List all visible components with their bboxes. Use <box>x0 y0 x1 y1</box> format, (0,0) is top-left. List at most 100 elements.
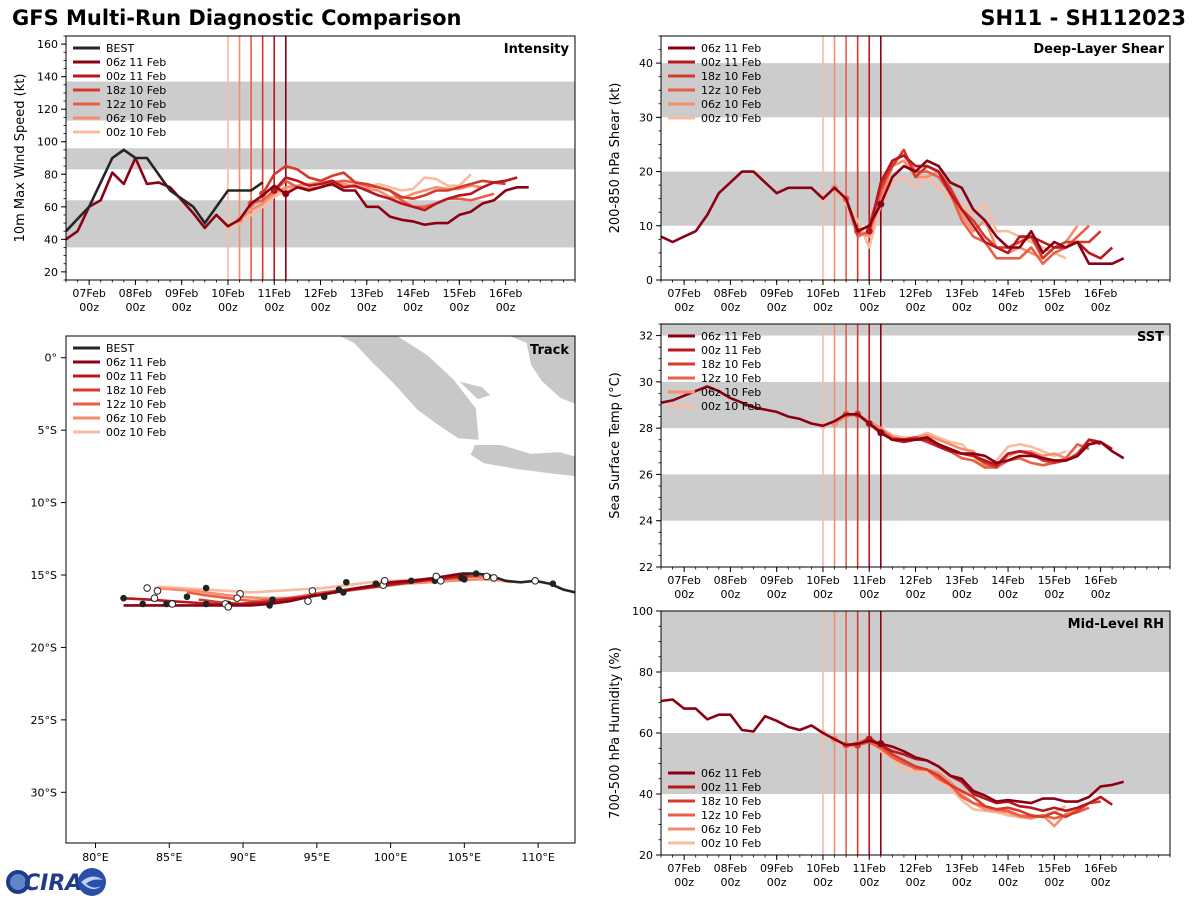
intensity-line-06z-11-Feb <box>66 156 529 241</box>
intensity-init-point <box>282 190 290 198</box>
rh-legend-label: 18z 10 Feb <box>701 795 761 808</box>
rh-band-1 <box>661 611 1170 672</box>
shear-xtick-label: 00z <box>859 301 879 314</box>
shear-line-06z-11-Feb <box>661 159 1125 266</box>
track-line-06z-11-Feb <box>123 572 462 607</box>
track-marker-filled <box>461 576 468 583</box>
intensity-ytick-label: 60 <box>44 201 58 214</box>
rh-ylabel: 700-500 hPa Humidity (%) <box>608 647 623 819</box>
rh-xtick-label: 00z <box>998 876 1018 889</box>
intensity-line-18z-10-Feb <box>261 164 506 200</box>
track-xtick-label: 90°E <box>230 851 256 864</box>
intensity-panel-title: Intensity <box>504 42 570 57</box>
track-legend-label: BEST <box>106 342 134 355</box>
shear-ytick-label: 30 <box>639 111 653 124</box>
sst-xtick-label: 11Feb <box>852 574 885 587</box>
track-marker-filled <box>202 600 210 608</box>
track-marker-open <box>224 603 233 611</box>
cira-logo: CIRA <box>6 868 106 896</box>
rh-xtick-label: 00z <box>674 876 694 889</box>
intensity-xtick-label: 00z <box>311 301 331 314</box>
rh-ytick-label: 20 <box>639 849 653 862</box>
shear-xtick-label: 00z <box>721 301 741 314</box>
rh-xtick-label: 00z <box>721 876 741 889</box>
intensity-series <box>66 148 529 241</box>
rh-xtick-label: 08Feb <box>714 862 747 875</box>
shear-series <box>661 148 1125 266</box>
rh-series <box>661 698 1125 828</box>
track-land-mass <box>338 336 480 441</box>
track-marker-filled <box>549 580 557 588</box>
intensity-xtick-label: 00z <box>126 301 146 314</box>
shear-band-1 <box>661 63 1170 118</box>
track-legend-label: 00z 10 Feb <box>106 426 166 439</box>
track-marker-open <box>436 577 445 585</box>
shear-xtick-label: 11Feb <box>852 287 885 300</box>
sst-line-06z-11-Feb <box>661 385 1125 465</box>
rh-xtick-label: 00z <box>1091 876 1111 889</box>
rh-init-point <box>877 740 885 748</box>
track-marker-filled <box>335 586 343 593</box>
intensity-xtick-label: 08Feb <box>119 287 152 300</box>
sst-xtick-label: 08Feb <box>714 574 747 587</box>
track-frame <box>65 335 576 844</box>
rh-xtick-label: 11Feb <box>852 862 885 875</box>
shear-xtick-label: 00z <box>906 301 926 314</box>
sst-ytick-label: 24 <box>639 515 653 528</box>
rh-xtick-label: 00z <box>859 876 879 889</box>
sst-init-point <box>877 429 885 437</box>
sst-xtick-label: 09Feb <box>760 574 793 587</box>
intensity-xtick-label: 00z <box>79 301 99 314</box>
intensity-legend-label: 06z 10 Feb <box>106 112 166 125</box>
track-legend-label: 18z 10 Feb <box>106 384 166 397</box>
rh-panel: 2040608010007Feb00z08Feb00z09Feb00z10Feb… <box>608 605 1171 889</box>
track-legend-label: 12z 10 Feb <box>106 398 166 411</box>
shear-xtick-label: 08Feb <box>714 287 747 300</box>
track-ytick-label: 25°S <box>31 714 57 727</box>
sst-line-12z-10-Feb <box>846 412 1090 469</box>
intensity-ytick-label: 140 <box>37 71 58 84</box>
intensity-xtick-label: 14Feb <box>396 287 429 300</box>
track-panel-title: Track <box>530 343 569 358</box>
rh-line-06z-11-Feb <box>661 698 1125 805</box>
rh-line-00z-11-Feb <box>868 737 1113 813</box>
sst-ylabel: Sea Surface Temp (°C) <box>608 372 623 519</box>
shear-xtick-label: 00z <box>952 301 972 314</box>
track-ytick-label: 5°S <box>38 424 57 437</box>
rh-line-18z-10-Feb <box>856 736 1101 819</box>
track-legend-label: 06z 11 Feb <box>106 356 166 369</box>
sst-xtick-label: 00z <box>859 588 879 601</box>
track-marker-filled <box>139 600 147 608</box>
track-best-line <box>461 572 575 594</box>
rh-xtick-label: 07Feb <box>667 862 700 875</box>
track-marker-filled <box>120 594 127 602</box>
track-marker-open <box>380 577 389 585</box>
track-marker-filled <box>320 593 328 601</box>
rh-legend-label: 12z 10 Feb <box>701 809 761 822</box>
intensity-ytick-label: 120 <box>37 103 58 116</box>
sst-xtick-label: 16Feb <box>1084 574 1117 587</box>
track-xtick-label: 105°E <box>448 851 481 864</box>
shear-legend-label: 06z 11 Feb <box>701 42 761 55</box>
rh-xtick-label: 09Feb <box>760 862 793 875</box>
rh-xtick-label: 00z <box>906 876 926 889</box>
shear-xtick-label: 15Feb <box>1038 287 1071 300</box>
shear-legend-label: 12z 10 Feb <box>701 84 761 97</box>
shear-xtick-label: 00z <box>767 301 787 314</box>
sst-xtick-label: 15Feb <box>1038 574 1071 587</box>
shear-xtick-label: 09Feb <box>760 287 793 300</box>
shear-xtick-label: 00z <box>1091 301 1111 314</box>
sst-xtick-label: 00z <box>906 588 926 601</box>
sst-panel-title: SST <box>1137 330 1164 345</box>
intensity-ytick-label: 100 <box>37 136 58 149</box>
shear-panel: 01020304007Feb00z08Feb00z09Feb00z10Feb00… <box>608 35 1171 314</box>
rh-xtick-label: 13Feb <box>945 862 978 875</box>
sst-xtick-label: 13Feb <box>945 574 978 587</box>
rh-ytick-label: 80 <box>639 666 653 679</box>
shear-xtick-label: 14Feb <box>991 287 1024 300</box>
track-marker-filled <box>183 593 191 601</box>
intensity-xtick-label: 00z <box>403 301 423 314</box>
track-ytick-label: 0° <box>45 352 58 365</box>
